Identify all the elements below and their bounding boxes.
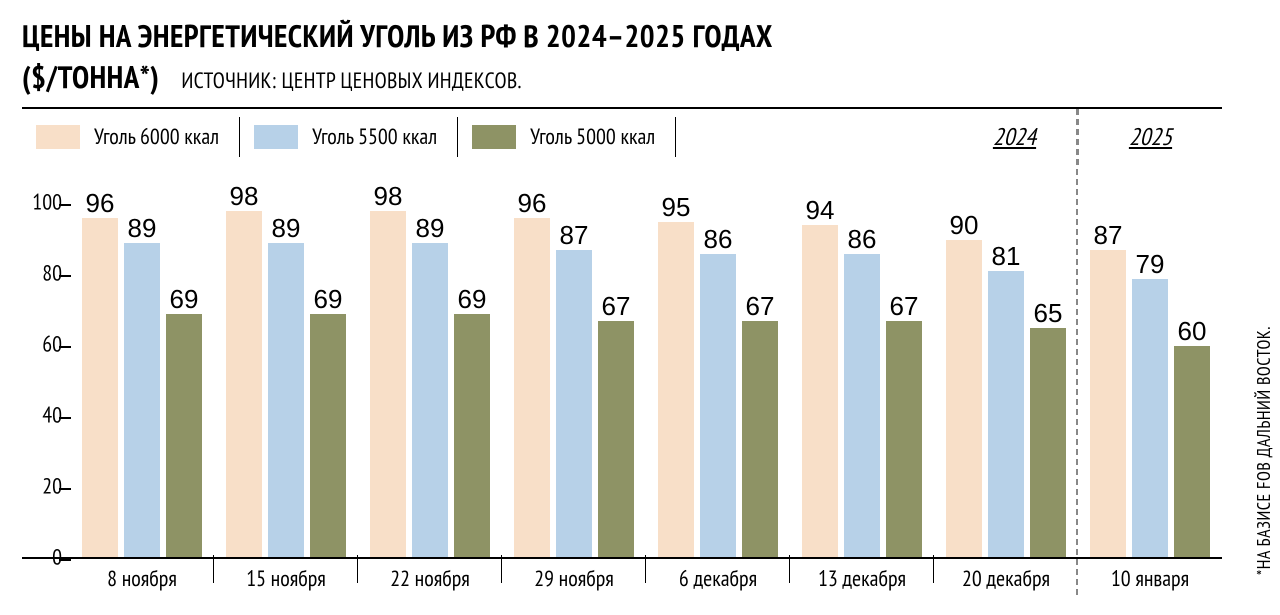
x-tick-label: 20 декабря xyxy=(934,559,1078,599)
bar-value-label: 79 xyxy=(1136,249,1165,280)
x-tick-label: 15 ноября xyxy=(214,559,358,599)
legend-swatch-5500 xyxy=(254,125,298,149)
y-tick-label: 100 xyxy=(32,189,62,217)
legend-label-5000: Уголь 5000 ккал xyxy=(530,123,655,151)
bar-value-label: 94 xyxy=(806,195,835,226)
legend-row: Уголь 6000 ккал Уголь 5500 ккал Уголь 50… xyxy=(22,109,1222,165)
bar-value-label: 67 xyxy=(890,291,919,322)
bar: 95 xyxy=(658,222,694,559)
bar: 69 xyxy=(454,314,490,559)
bar: 67 xyxy=(742,321,778,559)
bar-value-label: 69 xyxy=(458,284,487,315)
bar-value-label: 87 xyxy=(560,220,589,251)
legend-item-6000: Уголь 6000 ккал xyxy=(22,109,239,165)
bar-value-label: 89 xyxy=(272,213,301,244)
bar: 86 xyxy=(700,254,736,559)
bar-group: 988969 xyxy=(358,169,502,559)
legend-swatch-5000 xyxy=(472,125,516,149)
bar-value-label: 86 xyxy=(848,224,877,255)
bar-group: 968767 xyxy=(502,169,646,559)
bar-value-label: 95 xyxy=(662,192,691,223)
bar: 87 xyxy=(556,250,592,558)
bar-value-label: 67 xyxy=(602,291,631,322)
x-tick-label: 22 ноября xyxy=(358,559,502,599)
y-tick-label: 60 xyxy=(42,331,62,359)
bar: 79 xyxy=(1132,279,1168,559)
y-axis: 020406080100 xyxy=(22,169,66,559)
bar: 89 xyxy=(124,243,160,559)
bar-value-label: 86 xyxy=(704,224,733,255)
bar-group: 908165 xyxy=(934,169,1078,559)
legend-label-5500: Уголь 5500 ккал xyxy=(312,123,437,151)
y-tick-label: 80 xyxy=(42,260,62,288)
bar: 94 xyxy=(802,225,838,558)
bar: 98 xyxy=(226,211,262,558)
bar: 89 xyxy=(268,243,304,559)
bar: 98 xyxy=(370,211,406,558)
legend-items: Уголь 6000 ккал Уголь 5500 ккал Уголь 50… xyxy=(22,109,676,165)
x-tick-label: 6 декабря xyxy=(646,559,790,599)
x-axis-labels: 8 ноября15 ноября22 ноября29 ноября6 дек… xyxy=(22,559,1222,599)
y-tick-label: 40 xyxy=(42,401,62,429)
bar-value-label: 90 xyxy=(950,210,979,241)
bar-value-label: 89 xyxy=(128,213,157,244)
year-label-2024: 2024 xyxy=(952,109,1077,165)
bar-value-label: 81 xyxy=(992,241,1021,272)
bar-value-label: 87 xyxy=(1094,220,1123,251)
legend-swatch-6000 xyxy=(36,125,80,149)
bar-group: 968969 xyxy=(70,169,214,559)
bar: 90 xyxy=(946,240,982,559)
bar-value-label: 69 xyxy=(314,284,343,315)
y-tick-label: 20 xyxy=(42,472,62,500)
bar-value-label: 65 xyxy=(1034,298,1063,329)
bar: 96 xyxy=(82,218,118,558)
bar: 89 xyxy=(412,243,448,559)
year-label-2025: 2025 xyxy=(1077,109,1222,165)
bar-group: 948667 xyxy=(790,169,934,559)
bar: 96 xyxy=(514,218,550,558)
bar-group: 958667 xyxy=(646,169,790,559)
title-block: ЦЕНЫ НА ЭНЕРГЕТИЧЕСКИЙ УГОЛЬ ИЗ РФ В 202… xyxy=(22,18,1260,97)
year-labels: 2024 2025 xyxy=(952,109,1222,165)
plot-area: 020406080100 968969988969988969968767958… xyxy=(22,169,1222,559)
legend-item-5000: Уголь 5000 ккал xyxy=(458,109,675,165)
bar: 67 xyxy=(598,321,634,559)
bars-area: 9689699889699889699687679586679486679081… xyxy=(70,169,1222,559)
legend-item-5500: Уголь 5500 ккал xyxy=(240,109,457,165)
bar-group: 877960 xyxy=(1078,169,1222,559)
bar-value-label: 96 xyxy=(86,188,115,219)
x-tick-label: 13 декабря xyxy=(790,559,934,599)
bar-group: 988969 xyxy=(214,169,358,559)
bar-value-label: 69 xyxy=(170,284,199,315)
bar: 86 xyxy=(844,254,880,559)
x-tick-label: 10 января xyxy=(1078,559,1222,599)
bar-value-label: 98 xyxy=(374,181,403,212)
bar: 65 xyxy=(1030,328,1066,558)
bar: 69 xyxy=(310,314,346,559)
bar: 69 xyxy=(166,314,202,559)
bar-value-label: 96 xyxy=(518,188,547,219)
chart-title-line2: ($/ТОННА*) xyxy=(22,56,159,97)
legend-label-6000: Уголь 6000 ккал xyxy=(94,123,219,151)
x-tick-label: 29 ноября xyxy=(502,559,646,599)
x-tick-label: 8 ноября xyxy=(70,559,214,599)
footnote-rotated: *НА БАЗИСЕ FOB ДАЛЬНИЙ ВОСТОК. xyxy=(1252,110,1276,575)
bar-value-label: 60 xyxy=(1178,316,1207,347)
bar: 67 xyxy=(886,321,922,559)
x-axis-spacer xyxy=(22,559,70,599)
chart-source: ИСТОЧНИК: ЦЕНТР ЦЕНОВЫХ ИНДЕКСОВ. xyxy=(181,67,521,95)
bar: 60 xyxy=(1174,346,1210,559)
bar-value-label: 67 xyxy=(746,291,775,322)
bar: 87 xyxy=(1090,250,1126,558)
chart-title-line1: ЦЕНЫ НА ЭНЕРГЕТИЧЕСКИЙ УГОЛЬ ИЗ РФ В 202… xyxy=(22,18,1260,54)
coal-price-chart: *НА БАЗИСЕ FOB ДАЛЬНИЙ ВОСТОК. ЦЕНЫ НА Э… xyxy=(0,0,1280,615)
bar: 81 xyxy=(988,271,1024,558)
bar-value-label: 98 xyxy=(230,181,259,212)
bar-value-label: 89 xyxy=(416,213,445,244)
legend-separator xyxy=(675,117,676,157)
